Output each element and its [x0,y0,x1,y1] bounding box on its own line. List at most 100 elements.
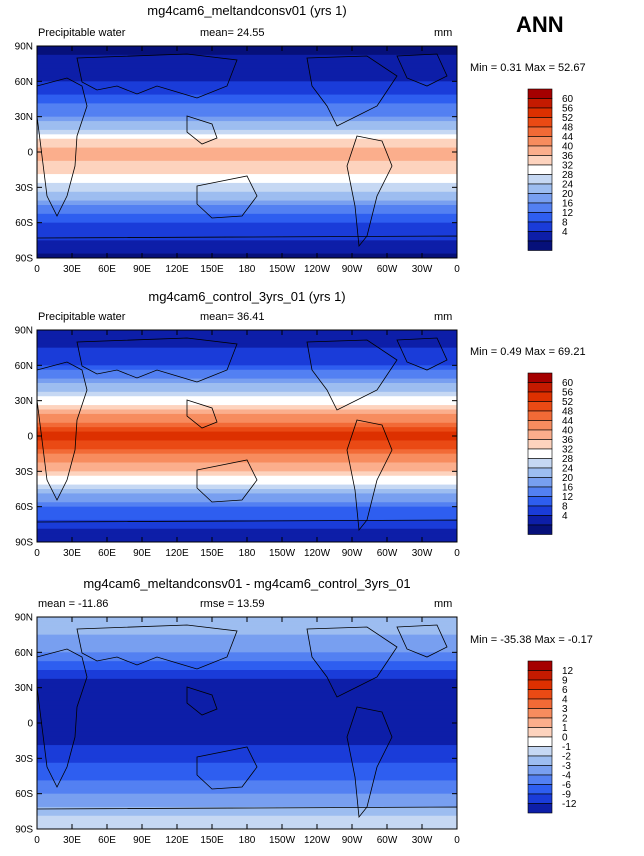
y-tick-label: 90S [15,254,33,265]
lat-band [37,528,457,534]
lat-band [37,471,457,477]
y-tick-label: 90S [15,825,33,836]
lat-band [37,670,457,676]
lat-band [37,334,457,340]
lat-band [37,81,457,87]
colorbar-label: 52 [562,113,574,124]
colorbar-box [527,477,553,488]
lat-band [37,196,457,202]
y-tick-label: 30S [15,754,33,765]
coastline [196,459,258,503]
lat-band [37,409,457,415]
colorbar-box [527,486,553,497]
lat-band [37,54,457,60]
lat-band [37,449,457,455]
lat-band [37,422,457,428]
colorbar-label: -6 [562,780,571,791]
x-tick-label: 150W [269,548,296,559]
colorbar-box [527,164,553,175]
lat-band [37,427,457,433]
x-tick-label: 90W [342,548,363,559]
colorbar-label: 48 [562,123,574,134]
lat-band [37,678,457,684]
x-tick-label: 0 [454,835,460,846]
lat-band [37,489,457,495]
lat-band [37,789,457,795]
panel-units: mm [434,598,453,610]
colorbar-label: 16 [562,483,574,494]
colorbar-box [527,221,553,232]
lat-band [37,453,457,459]
colorbar-label: 4 [562,695,568,706]
lat-band [37,112,457,118]
lat-band [37,396,457,402]
colorbar-label: 28 [562,454,574,465]
lat-band [37,134,457,140]
panel-title: mg4cam6_meltandconsv01 - mg4cam6_control… [83,576,411,591]
lat-band [37,249,457,255]
colorbar-label: 40 [562,426,574,437]
panel-title: mg4cam6_control_3yrs_01 (yrs 1) [148,289,346,304]
colorbar-label: 4 [562,227,568,238]
x-tick-label: 60E [98,264,116,275]
colorbar-box [527,88,553,99]
colorbar-label: -12 [562,799,577,810]
map-field [37,617,457,829]
colorbar-box [527,372,553,383]
colorbar-label: 4 [562,511,568,522]
colorbar-box [527,155,553,166]
lat-band [37,116,457,122]
colorbar-box [527,145,553,156]
colorbar-label: 32 [562,161,574,172]
lat-band [37,780,457,786]
lat-band [37,182,457,188]
lat-band [37,360,457,366]
x-tick-label: 0 [34,835,40,846]
lat-band [37,107,457,113]
x-tick-label: 150E [200,835,224,846]
x-tick-label: 180 [239,835,256,846]
colorbar-label: 12 [562,208,574,219]
colorbar-box [527,755,553,766]
colorbar-label: 28 [562,170,574,181]
panel-min-max: Min = 0.31 Max = 52.67 [470,62,586,74]
y-tick-label: 60S [15,789,33,800]
lat-band [37,343,457,349]
colorbar-label: 2 [562,714,568,725]
lat-band [37,213,457,219]
lat-band [37,480,457,486]
colorbar-label: 56 [562,388,574,399]
colorbar-box [527,515,553,526]
lat-band [37,138,457,144]
coastline [196,175,258,219]
colorbar-label: 24 [562,464,574,475]
coastline [396,53,448,87]
x-tick-label: 60W [377,548,398,559]
x-tick-label: 90E [133,835,151,846]
map-field [37,330,457,542]
colorbar-box [527,401,553,412]
colorbar-label: 44 [562,132,574,143]
lat-band [37,338,457,344]
coastline [186,115,218,145]
lat-band [37,99,457,105]
panel-min-max: Min = -35.38 Max = -0.17 [470,634,593,646]
lat-band [37,714,457,720]
lat-band [37,740,457,746]
y-tick-label: 60S [15,502,33,513]
colorbar-box [527,439,553,450]
lat-band [37,639,457,645]
y-tick-label: 0 [27,148,33,159]
colorbar-box [527,717,553,728]
panel-units: mm [434,311,453,323]
lat-band [37,687,457,693]
lat-band [37,506,457,512]
colorbar-box [527,410,553,421]
panel-title: mg4cam6_meltandconsv01 (yrs 1) [147,3,347,18]
colorbar-box [527,193,553,204]
colorbar-box [527,774,553,785]
panel-units: mm [434,27,453,39]
colorbar-label: 9 [562,676,568,687]
lat-band [37,524,457,530]
lat-band [37,718,457,724]
